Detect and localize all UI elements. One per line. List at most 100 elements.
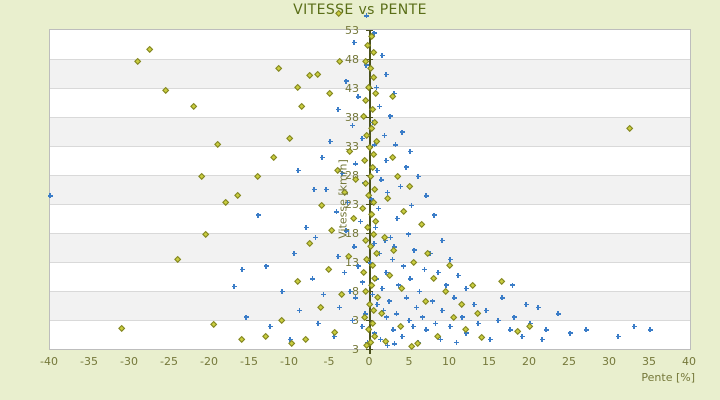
- data-point-blue: [311, 187, 317, 192]
- data-point-blue: [631, 324, 637, 330]
- y-tick-label: 38: [345, 111, 359, 124]
- data-point-blue: [439, 308, 445, 314]
- data-point-blue: [353, 295, 359, 301]
- data-point-blue: [374, 301, 380, 307]
- x-tick-label: -10: [280, 355, 298, 368]
- data-point-blue: [355, 94, 361, 100]
- data-point-blue: [297, 308, 303, 314]
- y-tick-mark: [366, 117, 373, 118]
- data-point-blue: [291, 250, 297, 256]
- data-point-blue: [360, 279, 366, 285]
- y-tick-mark: [366, 59, 373, 60]
- data-point-blue: [243, 314, 249, 320]
- data-point-blue: [303, 225, 309, 231]
- data-point-blue: [373, 84, 379, 90]
- data-point-blue: [267, 324, 273, 330]
- data-point-blue: [511, 314, 517, 320]
- data-point-blue: [390, 327, 396, 333]
- data-point-blue: [420, 314, 426, 320]
- data-point-blue: [583, 327, 589, 333]
- data-point-blue: [393, 142, 399, 148]
- data-point-blue: [371, 30, 377, 36]
- data-point-blue: [385, 343, 391, 349]
- y-tick-mark: [366, 30, 373, 31]
- data-point-blue: [423, 327, 429, 333]
- data-point-blue: [535, 305, 541, 311]
- data-point-blue: [315, 320, 321, 326]
- data-point-blue: [447, 324, 453, 330]
- y-tick-label: 3: [352, 314, 359, 327]
- data-point-blue: [295, 167, 301, 173]
- y-axis-line: [369, 30, 371, 354]
- data-point-blue: [337, 305, 343, 311]
- data-point-blue: [327, 139, 333, 145]
- data-point-blue: [384, 314, 390, 320]
- data-point-blue: [385, 190, 391, 196]
- data-point-blue: [567, 330, 573, 336]
- data-point-blue: [355, 263, 361, 269]
- x-axis-tick-labels: -40 -35 -30 -25 -20 -15 -10 -5 0 5 10 15 20 25 30 35 40: [40, 355, 696, 371]
- y-tick-label: 28: [345, 169, 359, 182]
- data-point-blue: [413, 305, 419, 311]
- data-point-blue: [377, 104, 383, 110]
- data-point-blue: [372, 142, 378, 148]
- y-tick-label: 33: [345, 140, 359, 153]
- data-point-blue: [309, 276, 315, 282]
- data-point-blue: [335, 253, 341, 259]
- data-point-blue: [487, 336, 493, 342]
- data-point-blue: [475, 320, 481, 326]
- data-point-blue: [386, 298, 392, 304]
- x-tick-label: -35: [80, 355, 98, 368]
- data-point-blue: [47, 193, 53, 199]
- data-point-blue: [509, 282, 515, 288]
- data-point-blue: [519, 333, 525, 339]
- data-point-blue: [483, 308, 489, 314]
- x-tick-label: -40: [40, 355, 58, 368]
- data-point-blue: [499, 295, 505, 301]
- data-point-blue: [539, 336, 545, 342]
- data-point-blue: [423, 193, 429, 199]
- data-point-blue: [393, 311, 399, 317]
- data-point-blue: [407, 276, 413, 282]
- data-point-blue: [376, 206, 382, 212]
- data-point-blue: [351, 40, 357, 46]
- data-point-blue: [321, 292, 327, 298]
- data-point-blue: [373, 225, 379, 231]
- data-point-blue: [495, 317, 501, 323]
- data-point-blue: [239, 266, 245, 272]
- data-point-blue: [429, 298, 435, 304]
- data-point-blue: [379, 53, 385, 59]
- data-point-blue: [507, 327, 513, 333]
- y-tick-mark: [366, 204, 373, 205]
- data-point-blue: [409, 202, 415, 208]
- data-point-blue: [387, 113, 393, 119]
- x-tick-label: 25: [562, 355, 576, 368]
- data-point-blue: [543, 327, 549, 333]
- data-point-blue: [341, 269, 347, 275]
- x-tick-label: -5: [323, 355, 335, 368]
- data-point-blue: [333, 209, 339, 215]
- data-point-blue: [383, 269, 389, 275]
- y-tick-mark: [366, 349, 373, 350]
- data-point-blue: [359, 324, 365, 330]
- data-point-blue: [433, 320, 439, 326]
- data-point-blue: [431, 212, 437, 218]
- data-point-blue: [471, 301, 477, 307]
- y-tick-label: 43: [345, 82, 359, 95]
- data-point-blue: [455, 273, 461, 279]
- data-point-blue: [388, 234, 394, 240]
- data-point-blue: [378, 177, 384, 183]
- data-point-blue: [335, 107, 341, 113]
- data-point-blue: [231, 283, 237, 289]
- data-point-blue: [555, 311, 561, 317]
- data-point-blue: [343, 78, 349, 84]
- y-tick-label: 48: [345, 53, 359, 66]
- data-point-blue: [369, 292, 375, 298]
- y-tick-mark: [366, 233, 373, 234]
- y-tick-mark: [366, 320, 373, 321]
- data-point-blue: [357, 218, 363, 224]
- data-point-blue: [351, 244, 357, 250]
- y-tick-label: 8: [352, 285, 359, 298]
- data-point-blue: [319, 155, 325, 161]
